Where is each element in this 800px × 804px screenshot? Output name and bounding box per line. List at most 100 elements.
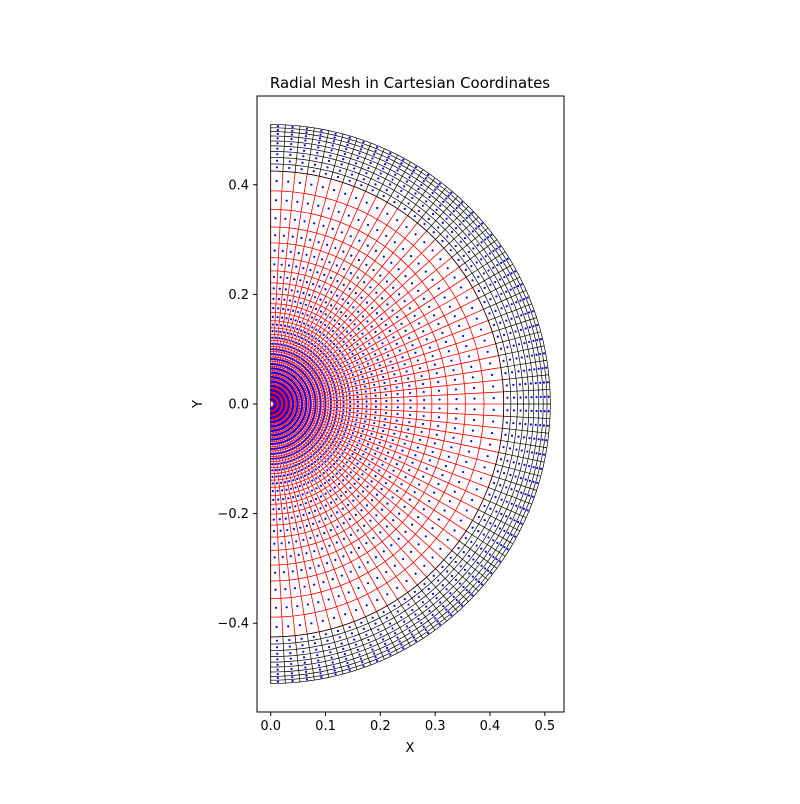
point-11-22 — [320, 423, 323, 427]
point-27-13 — [423, 582, 426, 586]
point-19-55 — [296, 290, 299, 293]
point-33-32 — [537, 367, 540, 370]
point-29-26 — [515, 448, 518, 451]
point-16-51 — [307, 324, 310, 327]
point-35-8 — [389, 653, 392, 656]
point-15-54 — [292, 326, 295, 329]
point-23-30 — [438, 398, 441, 401]
point-15-4 — [288, 480, 291, 483]
point-7-24 — [303, 413, 306, 416]
point-12-33 — [328, 391, 332, 395]
point-28-22 — [494, 496, 497, 499]
point-13-5 — [288, 466, 291, 469]
point-17-48 — [323, 323, 327, 327]
point-25-58 — [285, 199, 288, 202]
point-27-52 — [360, 184, 363, 187]
y-tick-label-2: 0.0 — [228, 398, 249, 413]
point-31-13 — [439, 601, 442, 604]
point-32-43 — [471, 230, 474, 233]
point-10-18 — [310, 431, 313, 434]
black-spoke-48 — [407, 177, 436, 216]
point-14-43 — [325, 355, 328, 358]
point-19-8 — [319, 507, 322, 510]
point-16-12 — [322, 472, 325, 475]
red-arc-4 — [270, 383, 292, 425]
point-22-31 — [422, 390, 425, 394]
point-34-45 — [458, 204, 461, 207]
black-spoke-45 — [435, 206, 469, 240]
point-34-44 — [468, 214, 471, 217]
point-32-53 — [358, 152, 361, 155]
point-23-27 — [437, 424, 440, 428]
point-7-5 — [279, 437, 282, 440]
point-12-11 — [303, 452, 306, 455]
point-31-50 — [394, 173, 397, 176]
point-13-23 — [332, 425, 335, 428]
point-30-51 — [379, 172, 382, 175]
point-16-0 — [271, 490, 275, 493]
point-7-41 — [298, 382, 302, 385]
point-14-49 — [307, 340, 310, 343]
point-26-25 — [486, 454, 489, 458]
black-spoke-58 — [294, 125, 301, 173]
point-13-57 — [278, 337, 281, 340]
black-spoke-1 — [282, 636, 286, 684]
point-19-15 — [353, 482, 356, 485]
point-34-48 — [424, 177, 428, 180]
point-28-2 — [301, 644, 304, 647]
point-29-18 — [475, 544, 478, 547]
point-15-36 — [344, 376, 347, 379]
point-17-43 — [342, 340, 345, 343]
point-22-36 — [414, 351, 417, 354]
point-29-22 — [500, 498, 503, 501]
point-17-27 — [364, 415, 367, 418]
point-32-55 — [331, 144, 334, 147]
point-20-53 — [312, 283, 315, 286]
point-22-45 — [375, 291, 378, 294]
point-22-47 — [363, 281, 366, 284]
point-33-3 — [318, 668, 322, 671]
point-34-52 — [374, 149, 377, 152]
point-18-17 — [353, 466, 356, 470]
point-20-1 — [279, 529, 282, 532]
point-12-39 — [322, 374, 325, 377]
point-29-21 — [495, 510, 498, 513]
point-26-41 — [453, 276, 456, 279]
point-11-9 — [295, 451, 298, 454]
point-33-23 — [524, 493, 527, 496]
point-27-10 — [393, 604, 396, 607]
point-10-46 — [302, 364, 305, 368]
point-19-3 — [290, 516, 293, 519]
point-26-9 — [376, 598, 379, 602]
point-7-53 — [281, 369, 284, 372]
black-spoke-33 — [500, 359, 547, 368]
point-31-33 — [526, 355, 529, 358]
point-29-48 — [411, 196, 414, 200]
point-23-20 — [417, 483, 421, 486]
point-29-15 — [450, 574, 454, 578]
point-35-33 — [542, 352, 546, 355]
point-20-2 — [286, 528, 289, 532]
point-22-35 — [416, 359, 419, 362]
point-20-25 — [393, 432, 396, 435]
point-11-25 — [322, 415, 326, 418]
point-33-40 — [500, 261, 503, 264]
point-21-46 — [360, 296, 363, 299]
point-18-43 — [349, 334, 352, 337]
point-33-14 — [455, 598, 458, 602]
point-18-51 — [314, 307, 318, 311]
point-10-36 — [316, 386, 319, 389]
point-28-12 — [417, 595, 420, 599]
point-28-50 — [385, 189, 388, 192]
point-25-28 — [472, 418, 476, 422]
point-8-39 — [304, 383, 307, 387]
point-8-52 — [284, 365, 288, 369]
point-12-3 — [280, 462, 283, 465]
point-18-59 — [272, 297, 275, 300]
point-27-26 — [502, 446, 505, 449]
point-27-29 — [506, 409, 509, 412]
point-32-7 — [371, 648, 374, 651]
point-22-30 — [423, 398, 426, 402]
point-17-17 — [345, 461, 348, 464]
point-9-30 — [314, 401, 317, 404]
